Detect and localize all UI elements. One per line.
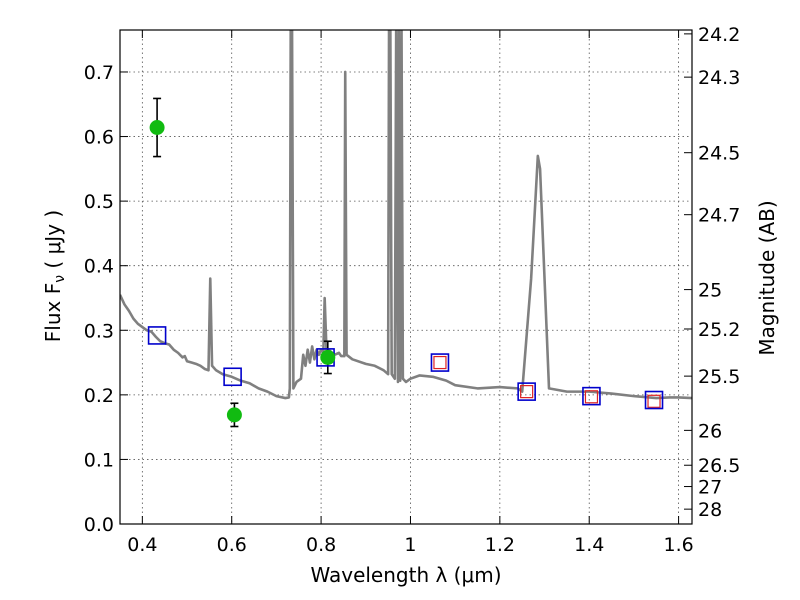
- x-tick-label: 0.6: [217, 534, 247, 556]
- x-axis-label: Wavelength λ (μm): [310, 563, 501, 587]
- model-points: [147, 326, 664, 410]
- observed-point: [320, 349, 336, 365]
- y-axis-label-main: Flux F: [41, 283, 65, 342]
- y2-tick-label: 25: [698, 280, 722, 302]
- y-tick-label: 0.1: [84, 449, 114, 471]
- x-tick-label: 1.2: [485, 534, 515, 556]
- x-tick-label: 0.8: [306, 534, 336, 556]
- y2-tick-label: 24.7: [698, 205, 740, 227]
- y-tick-label: 0.0: [84, 514, 114, 536]
- spectrum-series: [120, 30, 692, 400]
- y-tick-label: 0.2: [84, 385, 114, 407]
- y2-tick-label: 26: [698, 420, 722, 442]
- y2-tick-label: 24.2: [698, 24, 740, 46]
- x-axis-ticks: 0.4 0.6 0.8 1 1.2 1.4 1.6: [127, 30, 694, 556]
- y-axis-label: Flux Fν ( μJy ): [41, 210, 68, 342]
- y2-tick-label: 24.3: [698, 67, 740, 89]
- error-bars: [153, 97, 332, 428]
- spectrum-line: [120, 30, 692, 400]
- y-tick-label: 0.5: [84, 191, 114, 213]
- model-inner-square: [433, 355, 447, 370]
- model-square: [223, 367, 242, 387]
- y2-axis-label: Magnitude (AB): [755, 200, 779, 355]
- x-tick-label: 1.6: [663, 534, 693, 556]
- y-tick-label: 0.7: [84, 62, 114, 84]
- model-square: [644, 390, 664, 410]
- model-square: [517, 382, 536, 401]
- model-inner-square: [647, 394, 661, 408]
- y-axis-label-unit: ( μJy ): [41, 210, 65, 275]
- model-square: [430, 353, 450, 372]
- y2-tick-label: 28: [698, 499, 722, 521]
- y-tick-label: 0.3: [84, 320, 114, 342]
- observed-points: [149, 120, 336, 423]
- observed-point: [226, 407, 242, 423]
- y2-tick-label: 27: [698, 477, 722, 499]
- model-square: [582, 386, 601, 406]
- x-tick-label: 1: [404, 534, 416, 556]
- observed-point: [149, 120, 165, 136]
- model-inner-square: [584, 390, 599, 404]
- model-square: [147, 326, 167, 345]
- grid: [120, 30, 692, 525]
- y-tick-label: 0.6: [84, 127, 114, 149]
- y2-tick-label: 25.2: [698, 319, 740, 341]
- plot-frame: [119, 29, 693, 525]
- y2-tick-label: 25.5: [698, 366, 740, 388]
- y-tick-label: 0.4: [84, 256, 114, 278]
- x-tick-label: 0.4: [127, 534, 157, 556]
- y2-tick-label: 26.5: [698, 455, 740, 477]
- y-axis-label-sub: ν: [52, 275, 68, 283]
- model-inner-square: [520, 385, 534, 399]
- y2-tick-label: 24.5: [698, 143, 740, 165]
- y-axis-ticks: 0.0 0.1 0.2 0.3 0.4 0.5 0.6 0.7: [84, 62, 128, 536]
- x-tick-label: 1.4: [574, 534, 604, 556]
